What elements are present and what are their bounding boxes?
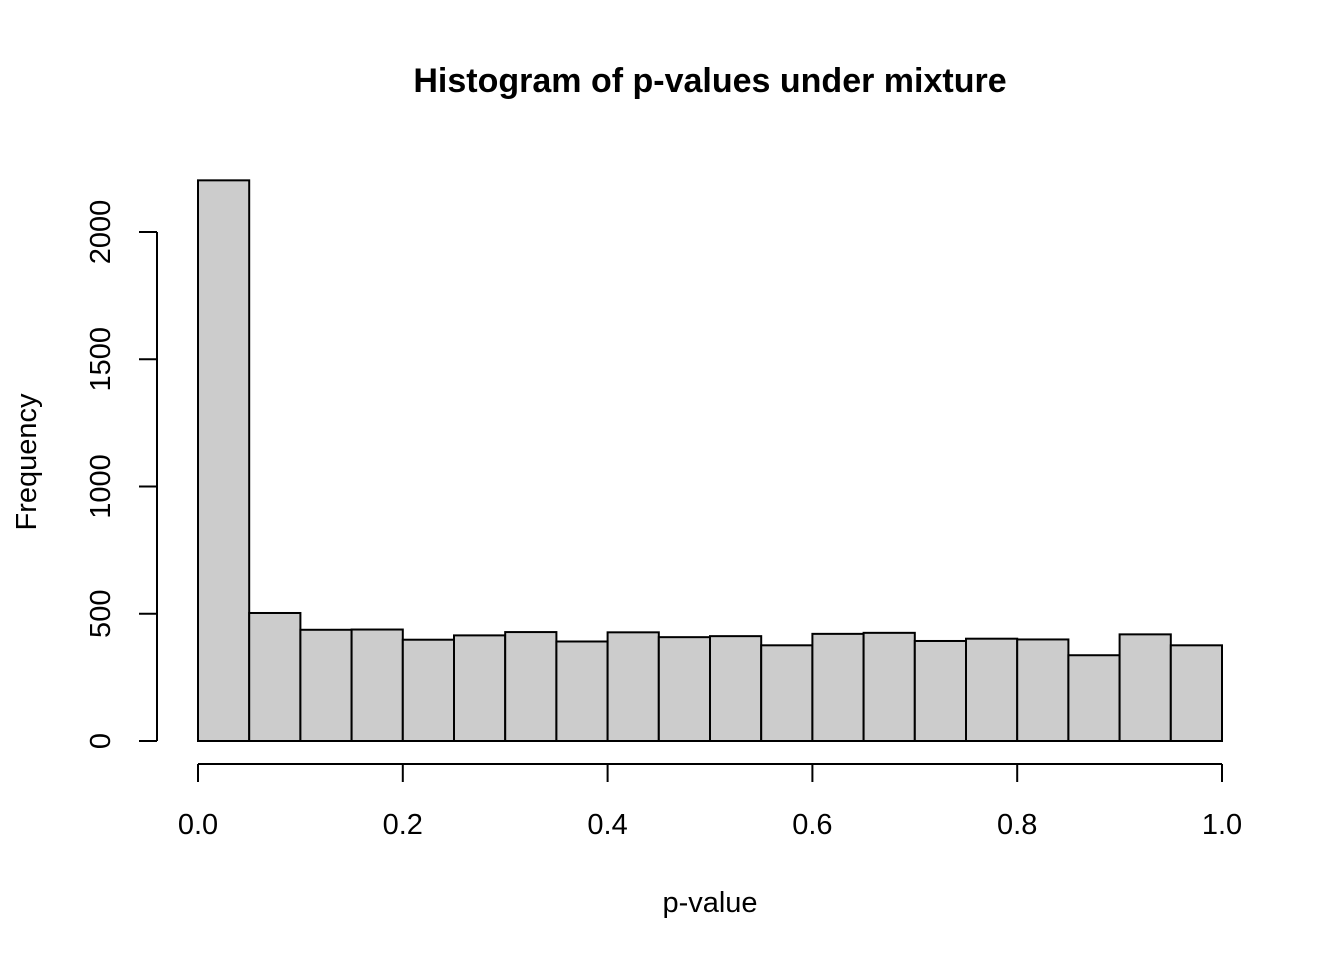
y-tick-label: 500 xyxy=(85,590,117,638)
histogram-bar xyxy=(1016,638,1070,743)
histogram-bar xyxy=(401,638,455,742)
x-tick-label: 0.0 xyxy=(178,809,218,841)
histogram-bar xyxy=(760,644,814,742)
x-tick-label: 1.0 xyxy=(1202,809,1242,841)
x-tick-label: 0.2 xyxy=(383,809,423,841)
bars-group xyxy=(197,179,1224,743)
x-tick-label: 0.4 xyxy=(587,809,627,841)
histogram-bar xyxy=(1067,654,1121,743)
y-tick-label: 2000 xyxy=(85,200,117,265)
y-tick-label: 0 xyxy=(85,733,117,749)
histogram-bar xyxy=(1118,633,1172,742)
histogram-bar xyxy=(709,635,763,742)
chart-title: Histogram of p-values under mixture xyxy=(413,62,1006,100)
histogram-bar xyxy=(453,634,507,743)
histogram-bar xyxy=(248,611,302,743)
histogram-bar xyxy=(555,640,609,742)
histogram-bar xyxy=(350,628,404,742)
histogram-bar xyxy=(1169,644,1224,742)
y-axis-label: Frequency xyxy=(11,393,43,531)
histogram-bar xyxy=(862,631,916,743)
histogram-bar xyxy=(504,631,558,742)
histogram-bar xyxy=(811,632,865,743)
histogram-bar xyxy=(299,628,353,743)
x-axis: 0.0 0.2 0.4 0.6 0.8 1.0 xyxy=(178,763,1242,841)
x-tick-label: 0.6 xyxy=(792,809,832,841)
x-axis-label: p-value xyxy=(662,887,757,919)
histogram-bar xyxy=(657,636,711,742)
x-tick-label: 0.8 xyxy=(997,809,1037,841)
y-axis: 0 500 1000 1500 2000 xyxy=(85,200,158,749)
histogram-bar xyxy=(913,639,967,743)
histogram-bar xyxy=(606,631,660,742)
y-tick-label: 1000 xyxy=(85,454,117,519)
histogram-bar xyxy=(197,179,251,743)
y-tick-label: 1500 xyxy=(85,327,117,392)
histogram-bar xyxy=(965,637,1019,742)
